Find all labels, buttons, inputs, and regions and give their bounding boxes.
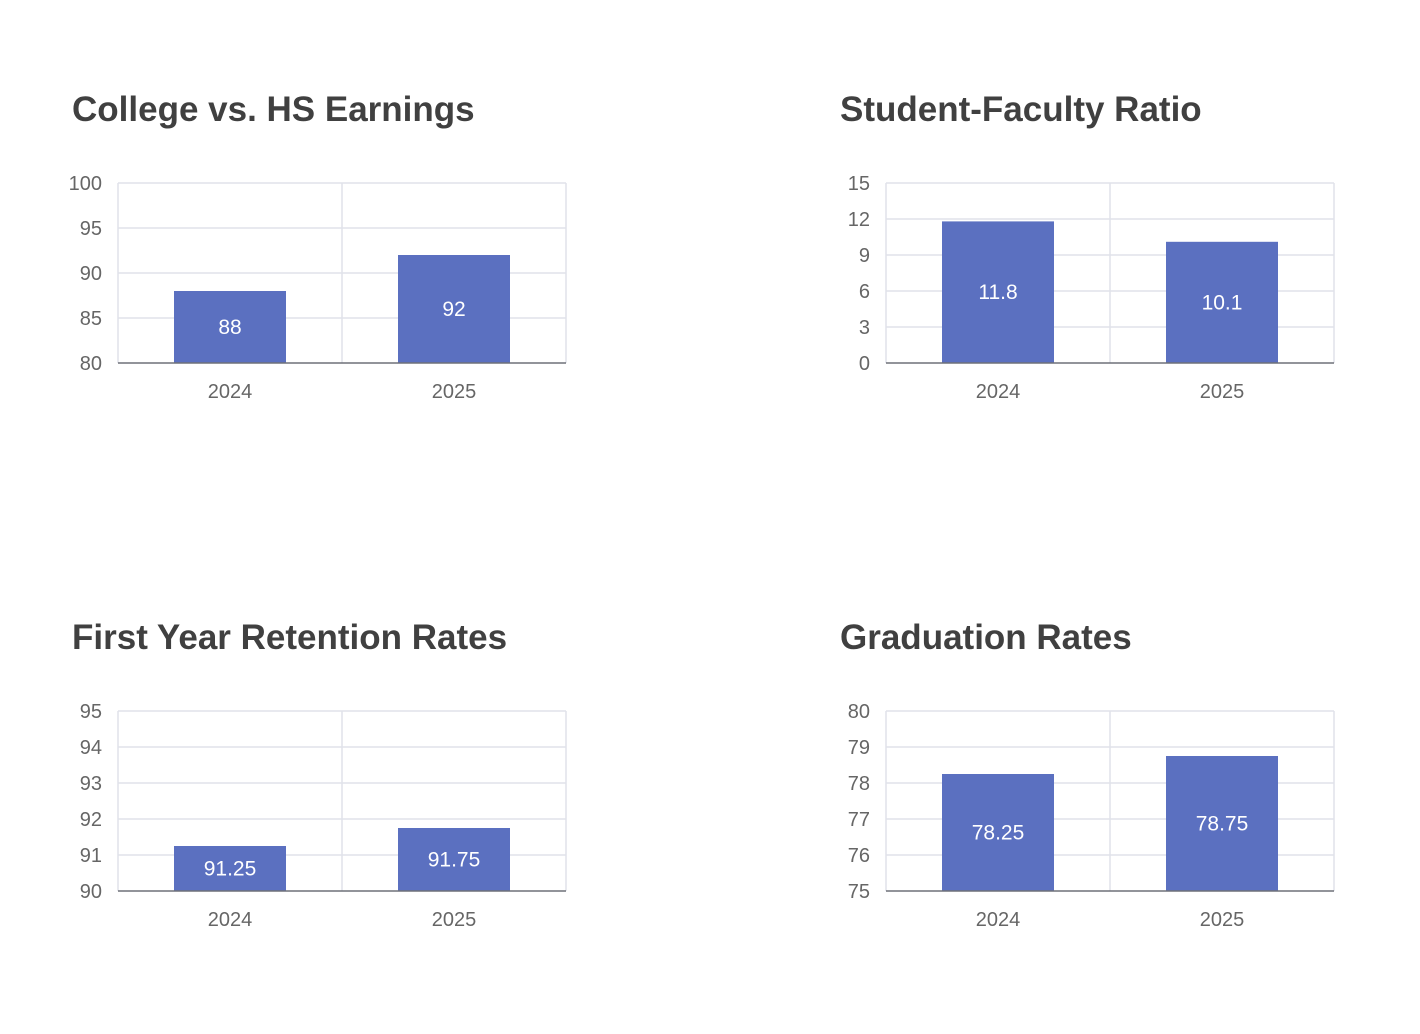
chart-panel-student-faculty-ratio: Student-Faculty Ratio 0 3 6 9 12 15 11.8 2024 10… [840, 90, 1420, 450]
bar [942, 221, 1054, 363]
bar-value-label: 91.75 [428, 849, 481, 872]
y-tick-label: 85 [80, 308, 102, 330]
x-tick-label: 2025 [1200, 381, 1245, 403]
y-tick-label: 95 [80, 218, 102, 240]
chart-title: Graduation Rates [840, 618, 1132, 657]
chart-panel-graduation-rates: Graduation Rates 75 76 77 78 79 80 78.25 2024 78… [840, 618, 1420, 978]
y-tick-label: 75 [848, 881, 870, 903]
y-tick-label: 9 [859, 245, 870, 267]
bar [174, 291, 286, 363]
chart-title: Student-Faculty Ratio [840, 90, 1202, 129]
y-tick-label: 90 [80, 881, 102, 903]
bar-value-label: 78.25 [972, 822, 1025, 845]
y-tick-label: 95 [80, 701, 102, 723]
chart-title: College vs. HS Earnings [72, 90, 475, 129]
y-tick-label: 6 [859, 281, 870, 303]
x-tick-label: 2024 [208, 381, 253, 403]
bar-value-label: 11.8 [978, 281, 1017, 304]
chart-title: First Year Retention Rates [72, 618, 508, 657]
y-tick-label: 80 [848, 701, 870, 723]
bar-value-label: 78.75 [1196, 813, 1249, 836]
y-tick-label: 92 [80, 809, 102, 831]
x-tick-label: 2024 [976, 909, 1021, 931]
bar-value-label: 88 [218, 316, 241, 339]
y-tick-label: 80 [80, 353, 102, 375]
bar [1166, 241, 1278, 363]
bar-chart-college-earnings: 80 85 90 95 100 88 2024 92 2025 [69, 173, 567, 403]
bar-value-label: 91.25 [204, 858, 257, 881]
bar [398, 828, 510, 891]
bar-chart-student-faculty-ratio: 0 3 6 9 12 15 11.8 2024 10.1 2025 [848, 173, 1335, 403]
bar-chart-graduation-rates: 75 76 77 78 79 80 78.25 2024 78.75 2025 [848, 701, 1335, 931]
bar [942, 774, 1054, 891]
y-tick-label: 78 [848, 773, 870, 795]
y-tick-label: 90 [80, 263, 102, 285]
x-tick-label: 2025 [432, 381, 477, 403]
bar-chart-retention-rates: 90 91 92 93 94 95 91.25 2024 91.75 2025 [80, 701, 567, 931]
x-tick-label: 2025 [432, 909, 477, 931]
y-tick-label: 91 [80, 845, 102, 867]
x-tick-label: 2024 [976, 381, 1021, 403]
bar-value-label: 92 [442, 298, 465, 321]
y-tick-label: 15 [848, 173, 870, 195]
chart-panel-college-earnings: College vs. HS Earnings 80 85 90 95 100 88 202… [69, 90, 692, 450]
y-tick-label: 100 [69, 173, 102, 195]
y-tick-label: 93 [80, 773, 102, 795]
y-tick-label: 3 [859, 317, 870, 339]
bar [398, 255, 510, 363]
y-tick-label: 94 [80, 737, 102, 759]
y-tick-label: 79 [848, 737, 870, 759]
x-tick-label: 2024 [208, 909, 253, 931]
x-tick-label: 2025 [1200, 909, 1245, 931]
bar-value-label: 10.1 [1202, 291, 1243, 314]
bar [1166, 756, 1278, 891]
bar [174, 846, 286, 891]
y-tick-label: 76 [848, 845, 870, 867]
y-tick-label: 77 [848, 809, 870, 831]
y-tick-label: 12 [848, 209, 870, 231]
chart-panel-retention-rates: First Year Retention Rates 90 91 92 93 94 95 9… [72, 618, 692, 978]
y-tick-label: 0 [859, 353, 870, 375]
